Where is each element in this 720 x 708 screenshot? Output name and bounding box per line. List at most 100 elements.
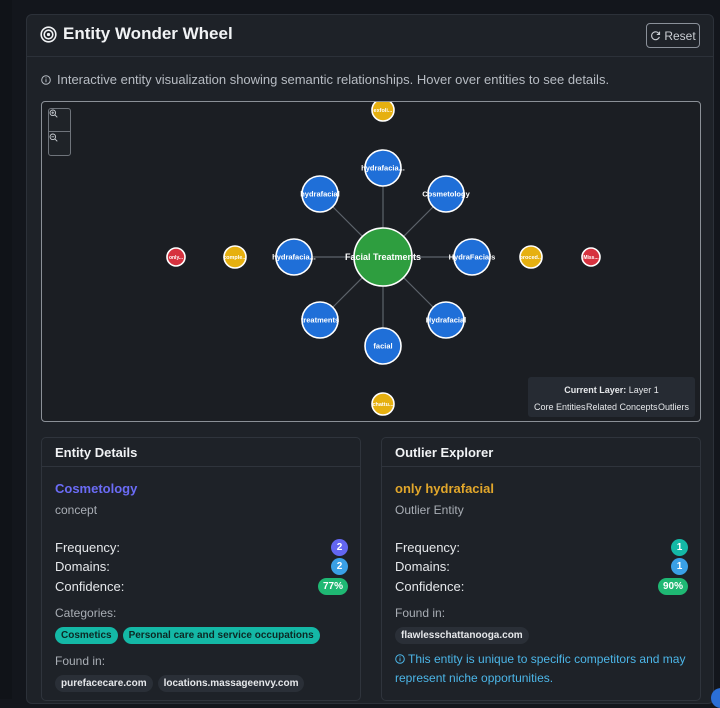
related-entity-node-label: treatments — [301, 316, 339, 325]
outlier-frequency-row: Frequency: 1 — [395, 539, 688, 557]
related-entity-node[interactable]: hydrafacia... — [272, 238, 316, 276]
zoom-controls — [48, 108, 71, 156]
outlier-node-circle[interactable] — [581, 247, 601, 267]
related-entity-node[interactable]: Cosmetology — [422, 175, 471, 213]
related-entity-node-label: hydrafacia... — [272, 253, 316, 262]
related-entity-node-circle[interactable] — [427, 301, 465, 339]
concept-node[interactable]: proced... — [519, 245, 543, 269]
center-node-circle[interactable] — [353, 227, 413, 287]
related-entity-node-circle[interactable] — [427, 175, 465, 213]
found-in-chips: purefacecare.com locations.massageenvy.c… — [55, 675, 305, 692]
categories-label: Categories: — [55, 606, 117, 620]
related-entity-node-circle[interactable] — [275, 238, 313, 276]
outlier-node[interactable]: Miss... — [581, 247, 601, 267]
legend-core-entities[interactable]: Core Entities — [534, 402, 586, 412]
legend-related-concepts[interactable]: Related Concepts — [585, 402, 658, 412]
domains-label: Domains: — [55, 559, 110, 574]
outlier-frequency-label: Frequency: — [395, 540, 461, 555]
legend-outliers[interactable]: Outliers — [657, 402, 689, 412]
outlier-name: only hydrafacial — [395, 481, 494, 496]
concept-node[interactable]: chattu... — [371, 392, 395, 416]
outlier-type: Outlier Entity — [395, 503, 464, 517]
zoom-out-button[interactable] — [49, 133, 70, 156]
related-entity-node[interactable]: facial — [364, 327, 402, 365]
concept-node-circle[interactable] — [519, 245, 543, 269]
outlier-note: This entity is unique to specific compet… — [395, 650, 690, 688]
wonder-wheel-canvas[interactable]: Facial Treatments hydrafacia... Cosmetolog… — [41, 101, 701, 422]
info-text: Interactive entity visualization showing… — [57, 72, 610, 87]
related-entity-node-label: Hydrafacial — [426, 316, 466, 325]
related-entity-node[interactable]: Hydrafacial — [426, 301, 466, 339]
domain-chip: purefacecare.com — [55, 675, 153, 692]
frequency-label: Frequency: — [55, 540, 121, 555]
related-entity-node-label: HydraFacials — [449, 253, 496, 262]
wonder-wheel-card: Entity Wonder Wheel Reset Interactive en… — [26, 14, 714, 704]
legend-items: Core Entities Related Concepts Outliers — [534, 402, 689, 412]
related-entity-node-circle[interactable] — [364, 327, 402, 365]
outlier-frequency-badge: 1 — [671, 539, 688, 556]
concept-node-circle[interactable] — [371, 102, 395, 122]
reset-button[interactable]: Reset — [646, 23, 700, 48]
entity-type: concept — [55, 503, 98, 517]
outlier-confidence-label: Confidence: — [395, 579, 465, 594]
info-line: Interactive entity visualization showing… — [41, 71, 609, 89]
entity-name: Cosmetology — [55, 481, 138, 496]
page-title: Entity Wonder Wheel — [63, 24, 233, 43]
info-icon — [395, 654, 405, 664]
domain-chip: flawlesschattanooga.com — [395, 627, 529, 644]
concept-node-circle[interactable] — [371, 392, 395, 416]
found-in-label: Found in: — [55, 654, 106, 668]
related-entity-node[interactable]: treatments — [301, 301, 339, 339]
floating-action-button[interactable] — [711, 688, 720, 708]
related-entity-node-label: hydrafacia... — [361, 164, 405, 173]
outlier-explorer-title: Outlier Explorer — [382, 438, 700, 467]
zoom-out-icon — [49, 133, 58, 142]
info-icon — [41, 75, 51, 85]
entity-details-panel: Entity Details Cosmetology concept Frequ… — [41, 437, 361, 701]
outlier-node-label: only... — [169, 255, 184, 261]
outlier-node-circle[interactable] — [166, 247, 186, 267]
concept-node-circle[interactable] — [223, 245, 247, 269]
outlier-confidence-badge: 90% — [657, 578, 688, 595]
center-node[interactable]: Facial Treatments — [345, 227, 421, 287]
concept-node[interactable]: exfoli... — [371, 102, 395, 122]
reset-label: Reset — [664, 28, 696, 43]
related-entity-node-label: Cosmetology — [422, 190, 470, 199]
outlier-domains-badge: 1 — [671, 558, 688, 575]
categories-chips: Cosmetics Personal care and service occu… — [55, 627, 320, 644]
related-entity-node-circle[interactable] — [301, 175, 339, 213]
related-entity-node[interactable]: hydrafacia... — [361, 149, 405, 187]
domains-badge: 2 — [331, 558, 348, 575]
target-icon — [40, 26, 57, 43]
layer-legend: Current Layer: Layer 1 Core Entities Rel… — [528, 377, 695, 417]
outlier-node[interactable]: only... — [166, 247, 186, 267]
current-layer: Current Layer: Layer 1 — [528, 385, 695, 395]
zoom-in-button[interactable] — [49, 109, 70, 132]
outlier-explorer-panel: Outlier Explorer only hydrafacial Outlie… — [381, 437, 701, 701]
entity-details-title: Entity Details — [42, 438, 360, 467]
related-entity-node-label: facial — [373, 342, 392, 351]
refresh-icon — [651, 31, 661, 41]
concept-node-label: exfoli... — [374, 108, 393, 114]
card-header: Entity Wonder Wheel Reset — [27, 15, 713, 57]
wheel-svg[interactable]: Facial Treatments hydrafacia... Cosmetolog… — [42, 102, 701, 422]
confidence-row: Confidence: 77% — [55, 578, 348, 596]
domains-row: Domains: 2 — [55, 558, 348, 576]
related-entity-node[interactable]: HydraFacials — [449, 238, 496, 276]
current-layer-value: Layer 1 — [628, 385, 659, 395]
confidence-label: Confidence: — [55, 579, 125, 594]
current-layer-label: Current Layer: — [564, 385, 627, 395]
related-entity-node-circle[interactable] — [301, 301, 339, 339]
wheel-nodes[interactable]: Facial Treatments hydrafacia... Cosmetolog… — [166, 102, 601, 416]
related-entity-node[interactable]: hydrafacial — [300, 175, 340, 213]
related-entity-node-circle[interactable] — [364, 149, 402, 187]
related-entity-node-circle[interactable] — [453, 238, 491, 276]
outlier-found-in-chips: flawlesschattanooga.com — [395, 627, 529, 644]
outlier-node-label: Miss... — [583, 255, 599, 261]
zoom-in-icon — [49, 109, 58, 118]
concept-node-label: comple... — [223, 255, 247, 261]
frequency-badge: 2 — [331, 539, 348, 556]
concept-node[interactable]: comple... — [223, 245, 247, 269]
center-node-label: Facial Treatments — [345, 252, 421, 262]
category-chip: Cosmetics — [55, 627, 118, 644]
